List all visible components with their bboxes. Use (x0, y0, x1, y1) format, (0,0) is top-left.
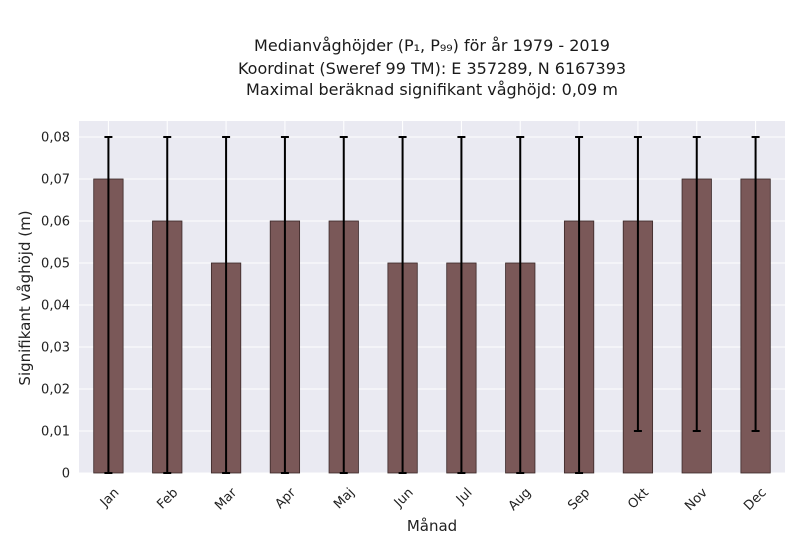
chart-title-line-3: Maximal beräknad signifikant våghöjd: 0,… (246, 80, 618, 99)
x-tick-label: Aug (506, 485, 535, 514)
x-tick-label: Jul (453, 485, 475, 507)
error-bar-jul (457, 136, 466, 474)
chart-title-line-2: Koordinat (Sweref 99 TM): E 357289, N 61… (237, 59, 627, 78)
y-tick-label: 0,06 (41, 215, 70, 230)
plot-area (79, 121, 785, 474)
error-bar-mar (222, 136, 231, 474)
y-tick-label: 0,05 (41, 257, 70, 272)
x-tick-label: Dec (741, 485, 769, 513)
error-bar-jun (398, 136, 407, 474)
y-tick-label: 0,02 (41, 383, 70, 398)
x-tick-label: Jan (97, 485, 122, 510)
x-tick-label: Apr (272, 485, 299, 512)
y-tick-label: 0 (62, 467, 70, 482)
x-tick-label: Mar (212, 485, 240, 513)
y-axis-label: Signifikant våghöjd (m) (16, 210, 34, 385)
x-tick-label: Nov (682, 485, 711, 514)
x-tick-label: Okt (625, 485, 652, 512)
x-tick-label: Maj (331, 485, 358, 512)
x-tick-label: Jun (391, 485, 417, 511)
error-bar-maj (339, 136, 348, 474)
error-bar-jan (104, 136, 113, 474)
error-bar-apr (280, 136, 289, 474)
x-axis-label: Månad (407, 517, 457, 535)
y-tick-label: 0,03 (41, 341, 70, 356)
error-bar-sep (575, 136, 584, 474)
plot-background (79, 121, 785, 473)
error-bar-dec (751, 136, 760, 432)
x-tick-label: Sep (565, 485, 593, 513)
y-tick-label: 0,08 (41, 131, 70, 146)
error-bar-aug (516, 136, 525, 474)
y-axis: 0 0,01 0,02 0,03 0,04 0,05 0,06 0,07 0,08 (41, 131, 70, 482)
error-bar-feb (163, 136, 172, 474)
chart-title-line-1: Medianvåghöjder (P₁, P₉₉) för år 1979 - … (254, 36, 610, 55)
y-tick-label: 0,04 (41, 299, 70, 314)
error-bar-nov (692, 136, 701, 432)
x-tick-label: Feb (154, 485, 181, 512)
error-bar-okt (633, 136, 642, 432)
y-tick-label: 0,07 (41, 173, 70, 188)
y-tick-label: 0,01 (41, 425, 70, 440)
x-axis: Jan Feb Mar Apr Maj Jun Jul Aug Sep Okt Nov Dec (97, 485, 770, 514)
